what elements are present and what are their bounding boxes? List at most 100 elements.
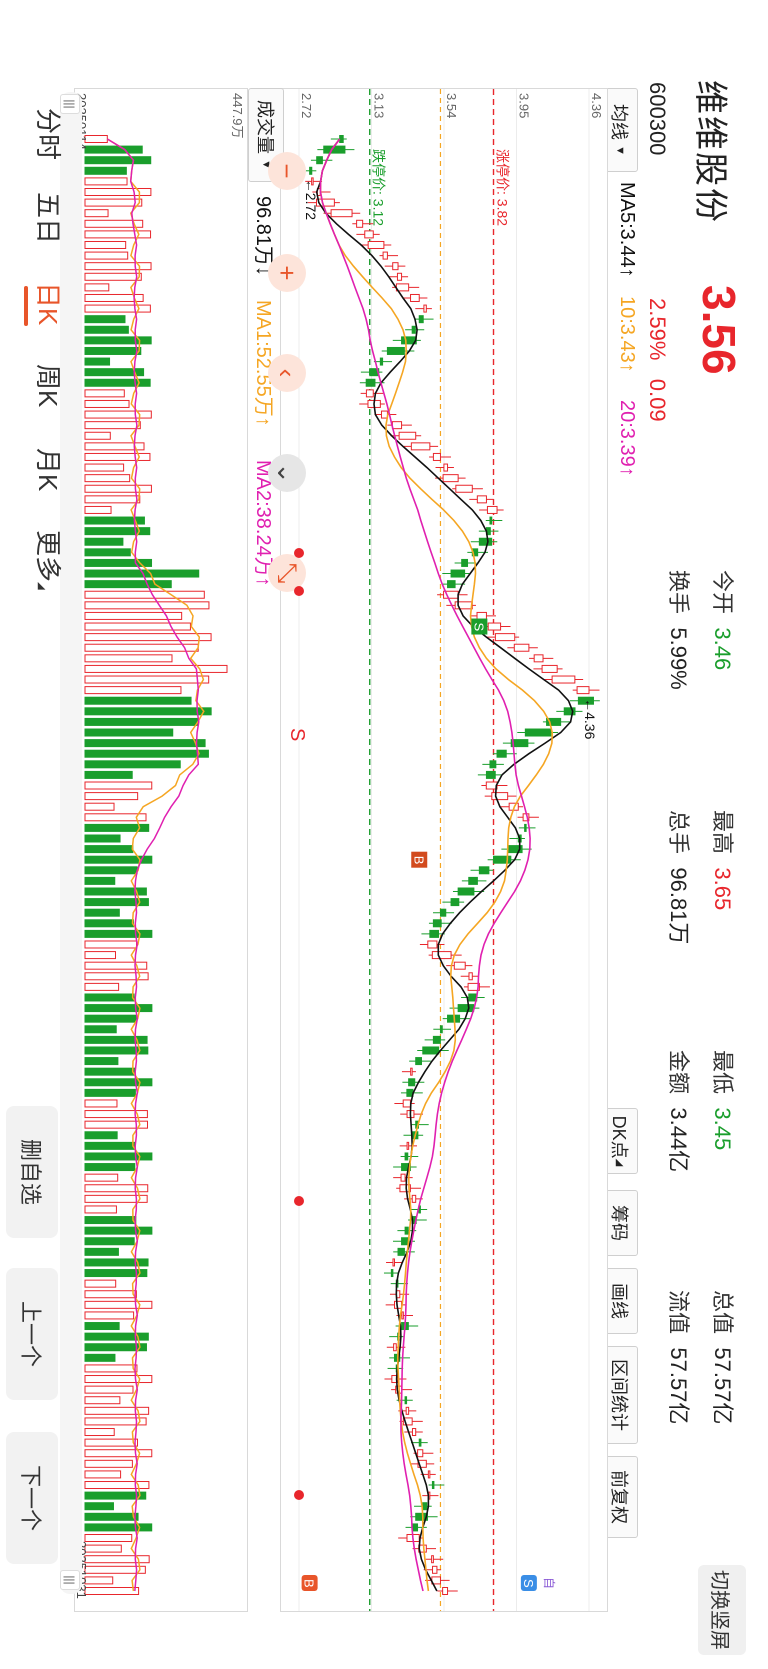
volume-bar [84,675,210,684]
tab-weekly-k[interactable]: 周K [33,364,63,408]
candle-body [427,1470,431,1479]
collapse-button[interactable]: ⌄ [268,454,306,492]
volume-bar [84,315,126,324]
watchlist-marker: 自 [542,1577,556,1589]
volume-bar [84,1375,153,1384]
volume-bar [84,431,111,440]
volume-bar [84,686,182,695]
volume-bar [84,1438,139,1447]
volume-bar [84,198,143,207]
tab-intraday[interactable]: 分时 [33,108,63,161]
volume-bar [84,516,145,525]
switch-portrait-button[interactable]: 切换竖屏 [698,1565,746,1655]
candle-body [390,1269,394,1278]
candle-body [494,633,516,642]
volume-bar [84,1258,149,1267]
volume-bar [84,1237,135,1246]
candle-body [400,1173,406,1182]
scroll-handle-right[interactable]: ||| [60,1570,80,1590]
zoom-in-button[interactable]: + [268,254,306,292]
volume-bar [84,368,145,377]
remove-watchlist-button[interactable]: 删自选 [6,1106,58,1238]
volume-bar [84,1534,133,1543]
volume-bar [84,1555,150,1564]
volume-bar [84,1216,137,1225]
candle-body [439,908,447,917]
candle-body [404,1226,409,1235]
previous-stock-button[interactable]: 上一个 [6,1268,58,1400]
stat-float-value: 流值 57.57亿 [666,1290,691,1425]
candle-body [432,919,442,928]
candle-body [422,1046,440,1055]
candle-body [476,495,487,504]
volume-bar [84,1512,139,1521]
volume-bar [84,1417,147,1426]
candle-body [496,749,507,758]
candle-body [379,357,384,366]
candle-body [380,410,388,419]
stat-total-value: 总值 57.57亿 [710,1290,735,1425]
tab-monthly-k[interactable]: 月K [33,448,63,492]
volume-bar [84,1194,148,1203]
signal-dot [294,586,304,596]
candle-body [398,431,417,440]
tab-five-day[interactable]: 五日 [33,192,63,245]
active-tab-indicator [24,286,28,326]
volume-bar [84,1502,114,1511]
volume-chart[interactable]: 447.9万 20250114 20251031 [74,88,248,1612]
volume-bar [84,1131,118,1140]
volume-bar [84,1587,140,1595]
y-tick-label: 2.72 [299,93,314,118]
dk-buy-marker [301,1575,318,1591]
volume-ma-line [106,138,205,1592]
candle-body [478,537,493,546]
candle-body [423,304,427,313]
stat-open: 今开 3.46 [710,570,735,671]
stat-turnover: 换手 5.99% [666,570,691,690]
volume-bar [84,1311,135,1320]
volume-bar [84,145,143,154]
scroll-left-button[interactable]: ‹ [268,354,306,392]
candle-body [432,1565,438,1574]
zoom-out-button[interactable]: − [268,152,306,190]
candle-body [447,580,456,589]
candle-body [411,1194,417,1203]
volume-bar [84,1141,136,1150]
next-stock-button[interactable]: 下一个 [6,1432,58,1564]
candle-body [442,474,459,483]
candle-body [489,760,497,769]
candle-body [330,209,353,218]
tab-daily-k[interactable]: 日K [33,282,63,326]
corner-triangle-icon: ◢ [36,582,47,590]
volume-bar [84,1544,122,1553]
volume-ma-line [106,138,200,1592]
tab-more[interactable]: 更多◢ [33,530,63,590]
dk-sell-text: S [521,1579,536,1588]
price-chart[interactable]: 4.36 3.95 3.54 3.13 2.72 涨停价: 3.82 跌停价: 3.12 ←4… [280,88,608,1612]
candle-body [411,1428,417,1437]
stat-volume: 总手 96.81万 [666,810,691,945]
candle-body [493,855,512,864]
volume-bar [84,908,120,917]
signal-dot [294,1196,304,1206]
volume-bar [84,548,131,557]
volume-bar [84,717,199,726]
volume-bar [84,654,173,663]
stat-low: 最低 3.45 [710,1050,735,1151]
candle-body [356,219,364,228]
volume-bar [84,1491,147,1500]
volume-bar [84,802,115,811]
candle-body [455,484,473,493]
volume-bar [84,1205,117,1214]
candle-body [442,1587,449,1595]
volume-bar [84,1332,149,1341]
candlestick-svg: 4.36 3.95 3.54 3.13 2.72 涨停价: 3.82 跌停价: 3.12 ←4… [298,89,604,1611]
volume-bar [84,1396,121,1405]
volume-bar [84,569,200,578]
candle-body [365,378,376,387]
y-tick-label: 3.13 [372,93,387,118]
volume-bar [84,156,152,165]
sell-marker [471,618,488,635]
volume-bar [84,876,116,885]
volume-bar [84,251,129,260]
